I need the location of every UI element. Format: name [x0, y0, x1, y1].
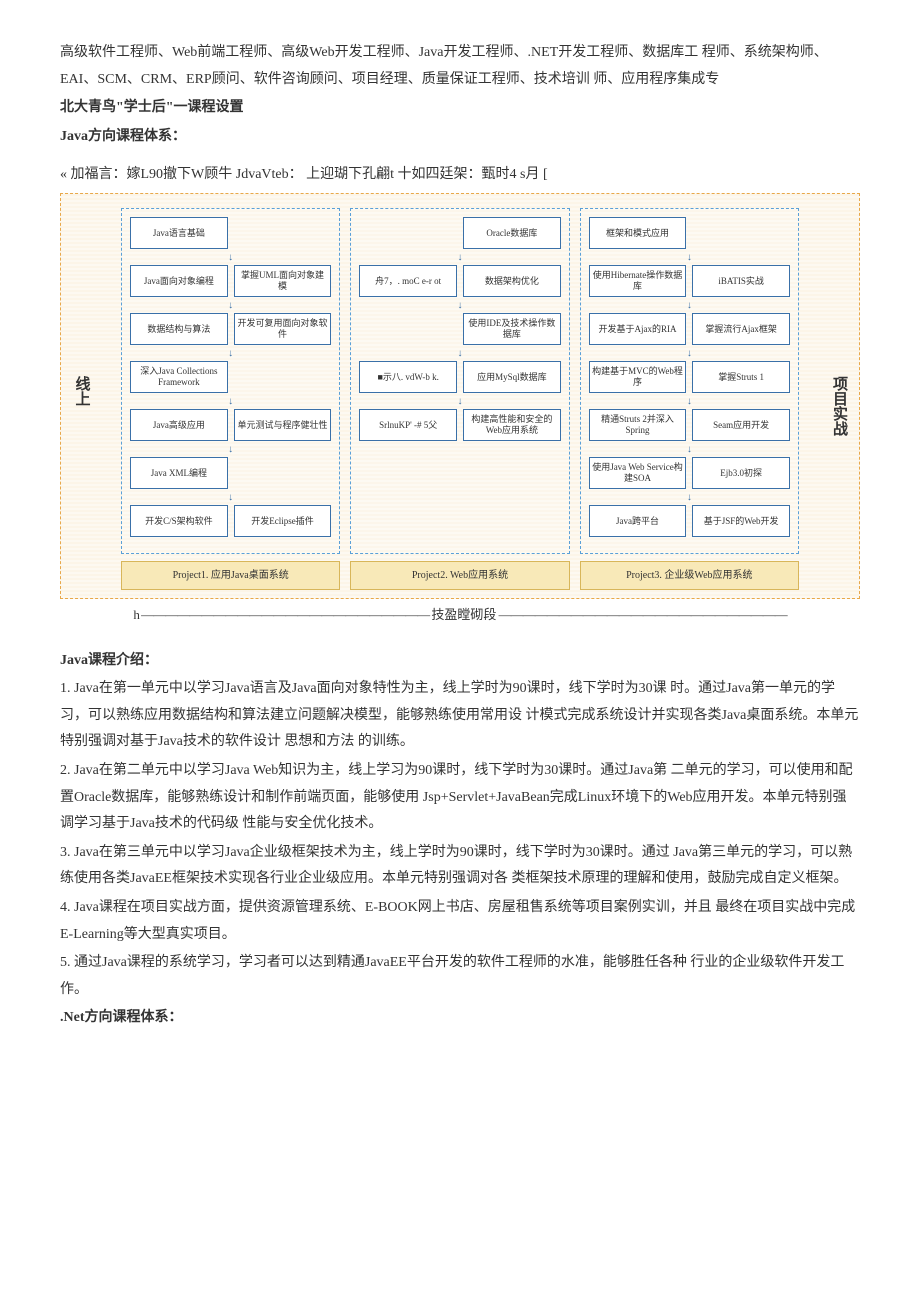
- node: 掌握UML面向对象建模: [234, 265, 332, 297]
- java-course-system-heading: Java方向课程体系：: [60, 124, 860, 151]
- arrow-down-icon: ↓: [589, 349, 790, 359]
- arrow-down-icon: ↓: [130, 493, 331, 503]
- arrow-down-icon: ↓: [589, 493, 790, 503]
- arrow-down-icon: ↓: [130, 253, 331, 263]
- arrow-down-icon: ↓: [589, 301, 790, 311]
- java-flow-diagram: 线上 项目实战 Java语言基础 ↓ Java面向对象编程掌握UML面向对象建模…: [60, 193, 860, 599]
- node: 开发C/S架构软件: [130, 505, 228, 537]
- java-intro-heading: Java课程介绍：: [60, 648, 860, 675]
- arrow-down-icon: ↓: [359, 301, 560, 311]
- node: Ejb3.0初探: [692, 457, 790, 489]
- node: ■示八. vdW-b k.: [359, 361, 457, 393]
- diagram-footer-text: 技盈瞠砌段: [60, 603, 860, 628]
- left-vertical-label: 线上: [67, 376, 96, 406]
- node: Seam应用开发: [692, 409, 790, 441]
- node: 舟7，. moC e-r ot: [359, 265, 457, 297]
- node: Java跨平台: [589, 505, 687, 537]
- node: 开发可复用面向对象软件: [234, 313, 332, 345]
- project-box: Project2. Web应用系统: [350, 561, 569, 590]
- diagram-columns: Java语言基础 ↓ Java面向对象编程掌握UML面向对象建模 ↓ 数据结构与…: [121, 208, 799, 554]
- arrow-down-icon: ↓: [130, 397, 331, 407]
- node: 应用MySql数据库: [463, 361, 561, 393]
- node: Oracle数据库: [463, 217, 561, 249]
- node: iBATIS实战: [692, 265, 790, 297]
- node: SrlnuKP' -# 5父: [359, 409, 457, 441]
- net-course-system-heading: .Net方向课程体系：: [60, 1005, 860, 1032]
- arrow-down-icon: ↓: [589, 253, 790, 263]
- java-intro-p4: 4. Java课程在项目实战方面，提供资源管理系统、E-BOOK网上书店、房屋租…: [60, 895, 860, 948]
- node: 基于JSF的Web开发: [692, 505, 790, 537]
- node: 数据架构优化: [463, 265, 561, 297]
- java-intro-p1: 1. Java在第一单元中以学习Java语言及Java面向对象特性为主，线上学时…: [60, 676, 860, 756]
- node: 开发Eclipse插件: [234, 505, 332, 537]
- arrow-down-icon: ↓: [359, 253, 560, 263]
- node: 框架和模式应用: [589, 217, 687, 249]
- arrow-down-icon: ↓: [589, 397, 790, 407]
- node: Java XML编程: [130, 457, 228, 489]
- node: 数据结构与算法: [130, 313, 228, 345]
- node: 掌握Struts 1: [692, 361, 790, 393]
- intro-paragraph: 高级软件工程师、Web前端工程师、高级Web开发工程师、Java开发工程师、.N…: [60, 40, 860, 93]
- projects-row: Project1. 应用Java桌面系统 Project2. Web应用系统 P…: [121, 561, 799, 590]
- project-box: Project1. 应用Java桌面系统: [121, 561, 340, 590]
- java-intro-p2: 2. Java在第二单元中以学习Java Web知识为主，线上学习为90课时，线…: [60, 758, 860, 838]
- project-box: Project3. 企业级Web应用系统: [580, 561, 799, 590]
- node: 构建高性能和安全的Web应用系统: [463, 409, 561, 441]
- node: 构建基于MVC的Web程序: [589, 361, 687, 393]
- java-intro-p5: 5. 通过Java课程的系统学习，学习者可以达到精通JavaEE平台开发的软件工…: [60, 950, 860, 1003]
- node: 使用IDE及技术操作数据库: [463, 313, 561, 345]
- section-heading-1: 北大青鸟"学士后"一课程设置: [60, 95, 860, 122]
- node: 使用Hibernate操作数据库: [589, 265, 687, 297]
- arrow-down-icon: ↓: [359, 397, 560, 407]
- node: 深入Java Collections Framework: [130, 361, 228, 393]
- java-intro-p3: 3. Java在第三单元中以学习Java企业级框架技术为主，线上学时为90课时，…: [60, 840, 860, 893]
- node: 单元测试与程序健壮性: [234, 409, 332, 441]
- node: 开发基于Ajax的RIA: [589, 313, 687, 345]
- diagram-col-2: Oracle数据库 ↓ 舟7，. moC e-r ot数据架构优化 ↓ 使用ID…: [350, 208, 569, 554]
- arrow-down-icon: ↓: [130, 301, 331, 311]
- diagram-header-text: « 加福言：嫁L90撤下W顾牛 JdvaVteb： 上迎瑚下孔翩t 十如四廷架：…: [60, 162, 860, 189]
- arrow-down-icon: ↓: [589, 445, 790, 455]
- right-vertical-label: 项目实战: [825, 376, 854, 436]
- diagram-col-3: 框架和模式应用 ↓ 使用Hibernate操作数据库iBATIS实战 ↓ 开发基…: [580, 208, 799, 554]
- node: 精通Struts 2并深入Spring: [589, 409, 687, 441]
- node: Java语言基础: [130, 217, 228, 249]
- node: 使用Java Web Service构建SOA: [589, 457, 687, 489]
- arrow-down-icon: ↓: [130, 349, 331, 359]
- diagram-col-1: Java语言基础 ↓ Java面向对象编程掌握UML面向对象建模 ↓ 数据结构与…: [121, 208, 340, 554]
- node: Java高级应用: [130, 409, 228, 441]
- arrow-down-icon: ↓: [130, 445, 331, 455]
- node: 掌握流行Ajax框架: [692, 313, 790, 345]
- node: Java面向对象编程: [130, 265, 228, 297]
- java-diagram-block: « 加福言：嫁L90撤下W顾牛 JdvaVteb： 上迎瑚下孔翩t 十如四廷架：…: [60, 162, 860, 627]
- arrow-down-icon: ↓: [359, 349, 560, 359]
